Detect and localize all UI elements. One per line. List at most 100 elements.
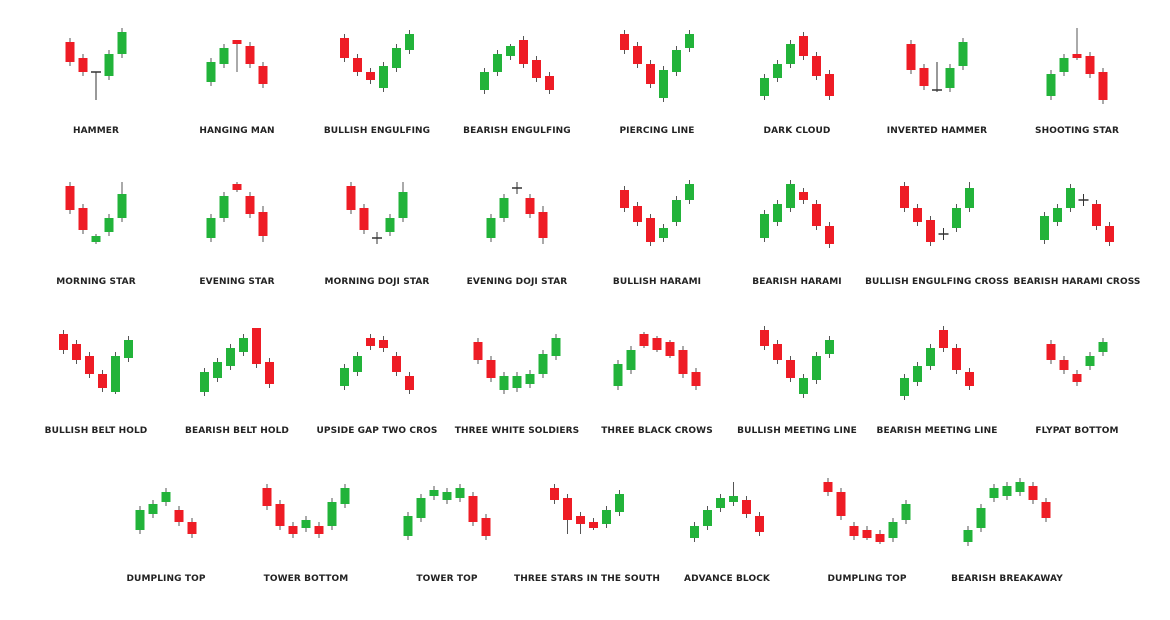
candle-body bbox=[620, 190, 629, 208]
candle-body bbox=[314, 526, 324, 534]
bullish-candle bbox=[989, 484, 999, 502]
bearish-candle bbox=[252, 328, 261, 368]
bullish-candle bbox=[1066, 184, 1075, 212]
bullish-candle bbox=[117, 28, 127, 58]
candle-body bbox=[659, 70, 668, 98]
bullish-candle bbox=[525, 370, 535, 388]
bullish-candle bbox=[124, 336, 133, 362]
candle-body bbox=[965, 188, 974, 208]
candle-body bbox=[174, 510, 184, 522]
bullish-candle bbox=[773, 200, 782, 226]
candle-body bbox=[327, 502, 337, 526]
pattern-dumpling-top-29: DUMPLING TOP bbox=[823, 478, 911, 584]
candle-body bbox=[245, 196, 255, 214]
candle-body bbox=[206, 218, 216, 238]
bearish-candle bbox=[633, 42, 642, 68]
candle-body bbox=[519, 40, 528, 64]
bearish-candle bbox=[245, 192, 255, 218]
bearish-candle bbox=[825, 222, 834, 248]
candle-body bbox=[340, 488, 350, 504]
candle-body bbox=[392, 48, 401, 68]
bearish-candle bbox=[78, 54, 88, 76]
candle-body bbox=[901, 504, 911, 520]
bearish-candle bbox=[849, 522, 859, 540]
candle-body bbox=[480, 72, 489, 90]
candle-body bbox=[538, 354, 548, 374]
candle-body bbox=[773, 64, 782, 78]
candle-body bbox=[442, 492, 452, 500]
pattern-label: ADVANCE BLOCK bbox=[684, 574, 771, 584]
pattern-hanging-man-1: HANGING MAN bbox=[199, 40, 275, 136]
bullish-candle bbox=[353, 352, 362, 376]
candle-body bbox=[825, 226, 834, 244]
candle-body bbox=[760, 214, 769, 238]
bearish-candle bbox=[258, 62, 268, 88]
candle-body bbox=[398, 192, 408, 218]
bearish-candle bbox=[646, 214, 655, 246]
candle-body bbox=[563, 498, 572, 520]
bearish-candle bbox=[525, 194, 535, 218]
bullish-candle bbox=[239, 334, 248, 356]
candle-body bbox=[685, 34, 694, 48]
pattern-label: HANGING MAN bbox=[199, 126, 274, 136]
bullish-candle bbox=[888, 518, 898, 542]
candle-body bbox=[353, 58, 362, 72]
bullish-candle bbox=[685, 180, 694, 204]
candle-body bbox=[392, 356, 401, 372]
bearish-candle bbox=[812, 52, 821, 80]
bearish-candle bbox=[538, 206, 548, 244]
candle-body bbox=[245, 46, 255, 64]
bearish-candle bbox=[646, 60, 655, 88]
bearish-candle bbox=[620, 186, 629, 212]
candle-body bbox=[111, 356, 120, 392]
candle-body bbox=[258, 66, 268, 84]
pattern-upside-gap-two-cros-18: UPSIDE GAP TWO CROS bbox=[317, 334, 437, 436]
pattern-morning-star-8: MORNING STAR bbox=[56, 182, 136, 287]
candle-body bbox=[219, 196, 229, 218]
bearish-candle bbox=[1041, 498, 1051, 522]
pattern-dumpling-top-24: DUMPLING TOP bbox=[126, 488, 206, 584]
candle-body bbox=[525, 374, 535, 384]
pattern-label: MORNING DOJI STAR bbox=[325, 277, 430, 287]
candle-body bbox=[690, 526, 699, 538]
bearish-candle bbox=[59, 330, 68, 354]
candle-body bbox=[963, 530, 973, 542]
candle-body bbox=[1085, 356, 1095, 366]
candle-body bbox=[486, 218, 496, 238]
candle-body bbox=[1072, 54, 1082, 58]
bearish-candle bbox=[1098, 68, 1108, 104]
bullish-candle bbox=[493, 50, 502, 76]
candle-body bbox=[1085, 56, 1095, 74]
candle-body bbox=[551, 338, 561, 356]
bearish-candle bbox=[481, 514, 491, 540]
candle-body bbox=[812, 204, 821, 226]
pattern-label: DUMPLING TOP bbox=[827, 574, 906, 584]
candle-body bbox=[1015, 482, 1025, 492]
candle-body bbox=[379, 340, 388, 348]
candle-body bbox=[825, 340, 834, 354]
pattern-label: TOWER TOP bbox=[416, 574, 478, 584]
bullish-candle bbox=[799, 374, 808, 398]
pattern-label: THREE WHITE SOLDIERS bbox=[455, 426, 580, 436]
pattern-label: BEARISH MEETING LINE bbox=[877, 426, 998, 436]
candle-body bbox=[532, 60, 541, 78]
pattern-advance-block-28: ADVANCE BLOCK bbox=[684, 482, 771, 584]
candle-body bbox=[1002, 486, 1012, 496]
bearish-candle bbox=[346, 182, 356, 214]
bearish-candle bbox=[232, 182, 242, 192]
candle-body bbox=[1041, 502, 1051, 518]
pattern-bearish-breakaway-30: BEARISH BREAKAWAY bbox=[951, 478, 1063, 584]
bullish-candle bbox=[301, 516, 311, 532]
candle-body bbox=[1066, 188, 1075, 208]
candle-body bbox=[773, 344, 782, 360]
bullish-candle bbox=[219, 192, 229, 222]
bullish-candle bbox=[499, 194, 509, 222]
candle-body bbox=[626, 350, 636, 370]
candle-body bbox=[405, 376, 414, 390]
candle-body bbox=[117, 32, 127, 54]
candle-body bbox=[379, 66, 388, 88]
candle-body bbox=[275, 504, 285, 526]
bearish-candle bbox=[875, 530, 885, 544]
pattern-label: BULLISH MEETING LINE bbox=[737, 426, 857, 436]
bearish-candle bbox=[633, 202, 642, 226]
